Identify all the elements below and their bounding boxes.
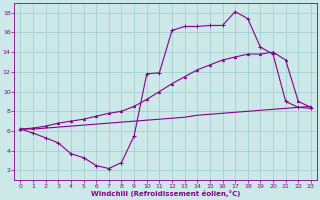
X-axis label: Windchill (Refroidissement éolien,°C): Windchill (Refroidissement éolien,°C) bbox=[91, 190, 240, 197]
